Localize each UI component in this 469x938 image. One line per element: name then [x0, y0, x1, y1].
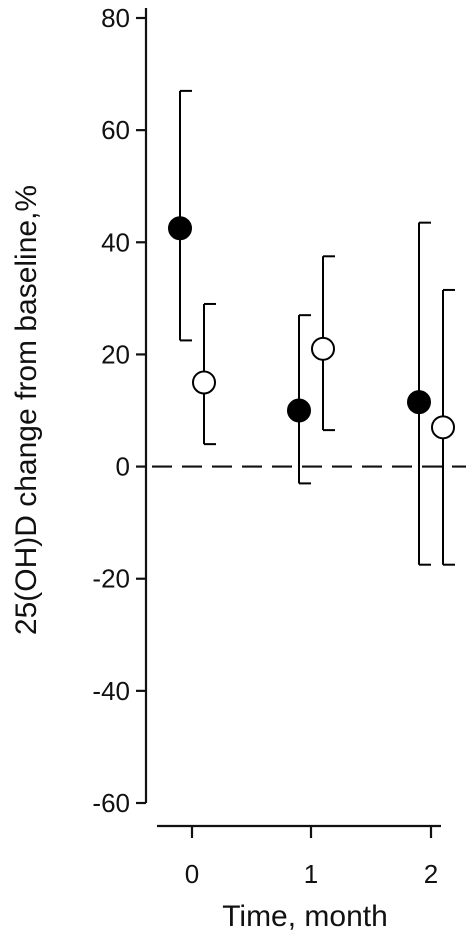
data-marks [168, 89, 455, 566]
y-tick-label: 80 [101, 3, 130, 33]
y-tick-label: -40 [92, 676, 130, 706]
y-tick-label: 0 [116, 452, 130, 482]
y-tick-label: 20 [101, 339, 130, 369]
x-tick-label: 2 [424, 859, 438, 889]
x-axis-title: Time, month [222, 900, 388, 933]
x-axis-ticks: 0 1 2 [185, 826, 438, 889]
open-data-point [431, 415, 455, 440]
y-tick-label: 60 [101, 115, 130, 145]
x-tick-label: 0 [185, 859, 199, 889]
y-tick-label: 40 [101, 227, 130, 257]
filled-point-group [168, 89, 192, 342]
y-tick-label: -60 [92, 788, 130, 818]
x-tick-label: 1 [304, 859, 318, 889]
axes [144, 8, 441, 828]
filled-data-point [407, 390, 431, 415]
open-point-group [311, 255, 335, 432]
filled-point-group [407, 221, 431, 566]
open-data-point [311, 336, 335, 361]
open-data-point [192, 370, 216, 395]
open-point-group [431, 288, 455, 566]
y-tick-label: -20 [92, 564, 130, 594]
open-point-group [192, 302, 216, 446]
filled-data-point [168, 216, 192, 241]
filled-data-point [287, 398, 311, 423]
y-axis-ticks: 80 60 40 20 0 -20 -40 -60 [92, 3, 146, 818]
y-axis-title: 25(OH)D change from baseline,% [10, 185, 43, 635]
filled-point-group [287, 314, 311, 485]
